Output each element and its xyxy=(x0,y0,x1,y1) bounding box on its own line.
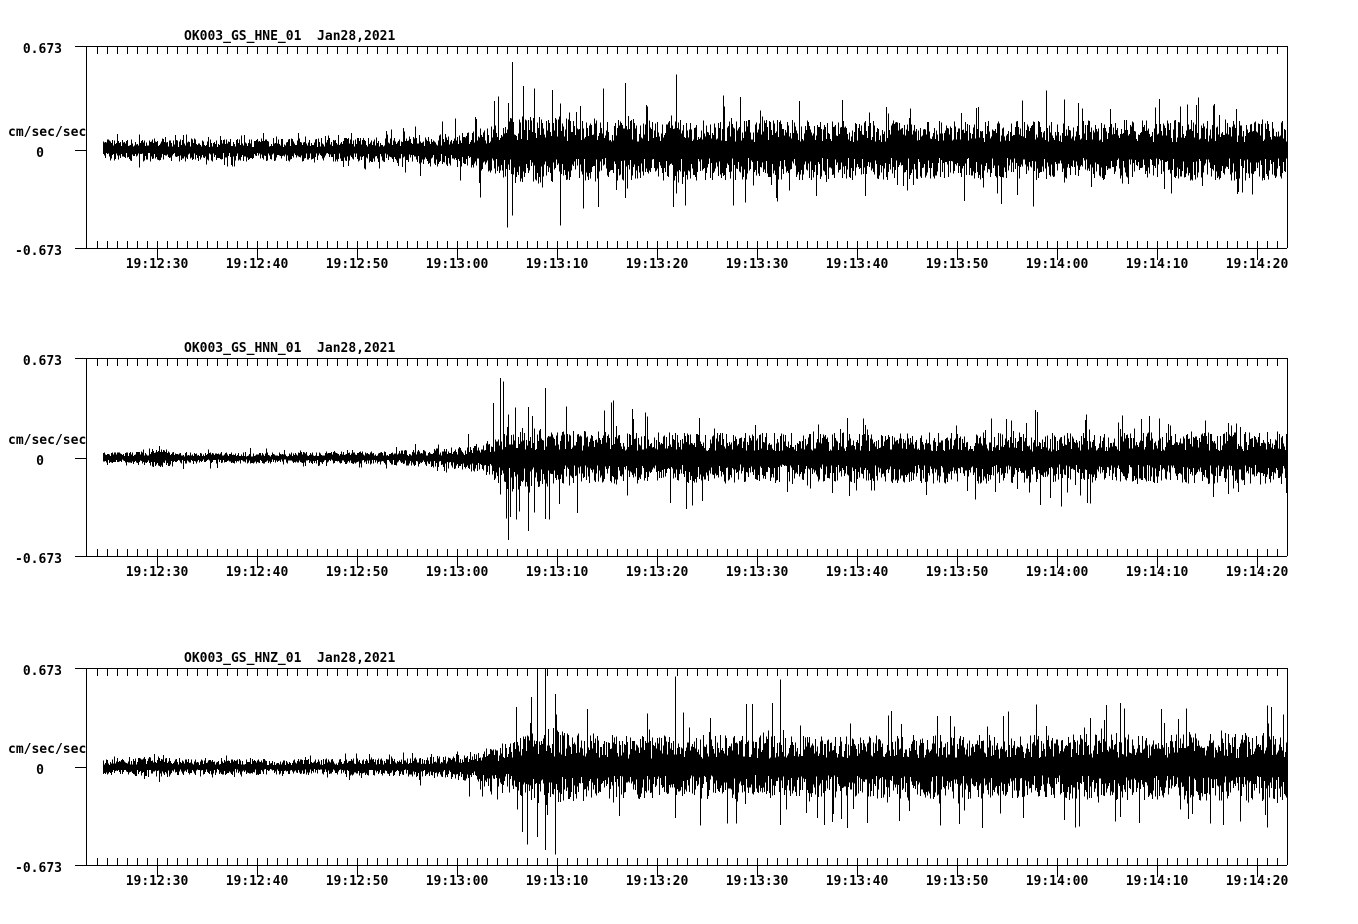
axes-and-ticks xyxy=(75,358,1288,568)
x-tick-label: 19:13:40 xyxy=(825,565,889,580)
x-tick-label: 19:12:40 xyxy=(225,874,289,889)
x-tick-label: 19:14:00 xyxy=(1025,874,1089,889)
x-tick-label: 19:13:00 xyxy=(425,257,489,272)
y-axis-zero-label: 0 xyxy=(36,454,44,469)
x-tick-label: 19:14:20 xyxy=(1225,257,1289,272)
y-axis-zero-label: 0 xyxy=(36,763,44,778)
x-tick-label: 19:12:50 xyxy=(325,257,389,272)
y-axis-units-label: cm/sec/sec xyxy=(8,742,87,757)
x-tick-label: 19:12:30 xyxy=(125,565,189,580)
seismic-trace-hnz xyxy=(103,669,1288,855)
x-tick-label: 19:13:00 xyxy=(425,565,489,580)
x-tick-label: 19:13:20 xyxy=(625,565,689,580)
axes-and-ticks xyxy=(75,46,1288,260)
y-axis-units-label: cm/sec/sec xyxy=(8,433,87,448)
seismic-trace-hne xyxy=(103,62,1288,228)
x-tick-label: 19:14:10 xyxy=(1125,874,1189,889)
seismic-trace-hnn xyxy=(103,378,1288,540)
y-axis-min-label: -0.673 xyxy=(15,552,62,567)
x-tick-label: 19:14:10 xyxy=(1125,257,1189,272)
panel-title: OK003_GS_HNE_01 Jan28,2021 xyxy=(184,29,396,44)
x-tick-label: 19:13:40 xyxy=(825,257,889,272)
x-tick-label: 19:13:20 xyxy=(625,257,689,272)
x-tick-label: 19:14:20 xyxy=(1225,565,1289,580)
x-tick-label: 19:13:50 xyxy=(925,874,989,889)
x-tick-label: 19:13:10 xyxy=(525,565,589,580)
x-tick-label: 19:12:50 xyxy=(325,874,389,889)
y-axis-min-label: -0.673 xyxy=(15,861,62,876)
x-tick-label: 19:13:00 xyxy=(425,874,489,889)
x-tick-label: 19:13:30 xyxy=(725,874,789,889)
x-tick-label: 19:12:40 xyxy=(225,257,289,272)
x-tick-label: 19:13:50 xyxy=(925,565,989,580)
x-tick-label: 19:13:10 xyxy=(525,257,589,272)
x-tick-label: 19:13:50 xyxy=(925,257,989,272)
x-tick-label: 19:12:30 xyxy=(125,874,189,889)
panel-title: OK003_GS_HNN_01 Jan28,2021 xyxy=(184,341,396,356)
y-axis-max-label: 0.673 xyxy=(22,42,62,57)
x-tick-label: 19:13:20 xyxy=(625,874,689,889)
y-axis-min-label: -0.673 xyxy=(15,244,62,259)
waveform-plot-hne xyxy=(75,46,1288,260)
x-tick-label: 19:12:40 xyxy=(225,565,289,580)
x-tick-label: 19:14:10 xyxy=(1125,565,1189,580)
y-axis-max-label: 0.673 xyxy=(22,354,62,369)
x-tick-label: 19:12:50 xyxy=(325,565,389,580)
x-tick-label: 19:14:00 xyxy=(1025,257,1089,272)
waveform-plot-hnn xyxy=(75,358,1288,568)
y-axis-max-label: 0.673 xyxy=(22,664,62,679)
x-tick-label: 19:14:00 xyxy=(1025,565,1089,580)
panel-title: OK003_GS_HNZ_01 Jan28,2021 xyxy=(184,651,396,666)
y-axis-units-label: cm/sec/sec xyxy=(8,125,87,140)
y-axis-zero-label: 0 xyxy=(36,146,44,161)
x-tick-label: 19:13:40 xyxy=(825,874,889,889)
x-tick-label: 19:12:30 xyxy=(125,257,189,272)
x-tick-label: 19:13:30 xyxy=(725,565,789,580)
axes-and-ticks xyxy=(75,668,1288,877)
x-tick-label: 19:13:10 xyxy=(525,874,589,889)
waveform-plot-hnz xyxy=(75,668,1288,877)
x-tick-label: 19:14:20 xyxy=(1225,874,1289,889)
x-tick-label: 19:13:30 xyxy=(725,257,789,272)
